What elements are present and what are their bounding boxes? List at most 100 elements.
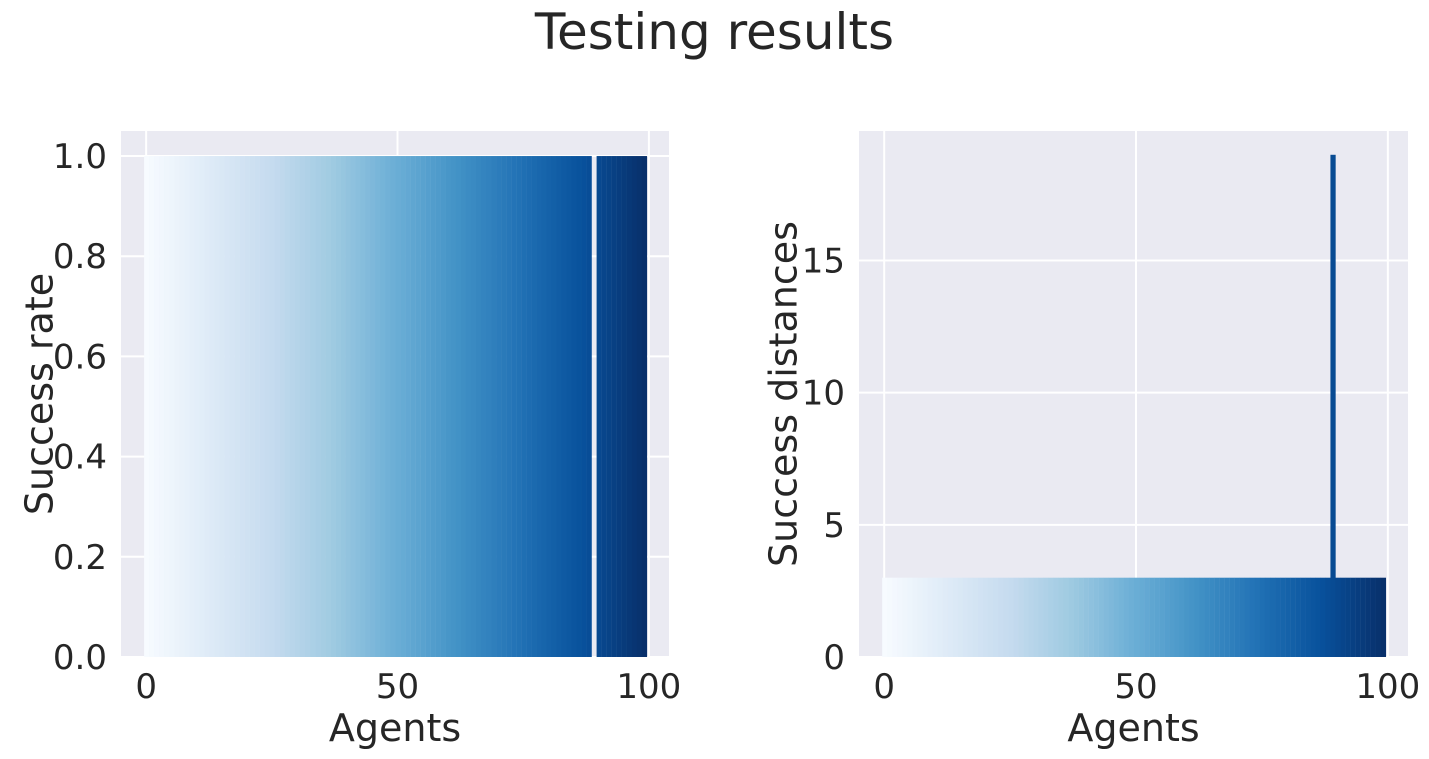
bar-agent-27 — [279, 156, 286, 658]
bar-agent-14 — [952, 577, 958, 657]
bar-agent-22 — [254, 156, 260, 658]
bar-agent-17 — [967, 577, 974, 657]
bar-agent-71 — [1239, 577, 1246, 657]
y-tick-label: 10 — [802, 374, 845, 414]
bar-agent-73 — [511, 156, 517, 658]
bar-agent-72 — [1244, 577, 1251, 657]
bar-agent-16 — [224, 156, 230, 658]
bar-agent-24 — [1003, 577, 1009, 657]
bar-agent-83 — [561, 156, 567, 658]
bar-agent-1 — [887, 577, 893, 657]
bar-agent-0 — [144, 156, 150, 658]
bar-agent-66 — [1214, 577, 1220, 657]
bar-agent-84 — [1305, 577, 1311, 657]
bar-agent-58 — [435, 156, 441, 658]
bar-agent-81 — [1290, 577, 1296, 657]
bar-agent-93 — [611, 156, 617, 658]
bar-agent-92 — [606, 156, 612, 658]
bar-agent-81 — [551, 156, 557, 658]
bar-agent-29 — [1028, 577, 1034, 657]
bar-agent-68 — [1224, 577, 1230, 657]
bar-agent-10 — [932, 577, 938, 657]
bar-agent-33 — [1048, 577, 1054, 657]
bar-agent-52 — [405, 156, 411, 658]
bar-agent-60 — [1184, 577, 1190, 657]
bar-agent-28 — [284, 156, 291, 658]
bar-agent-59 — [440, 156, 446, 658]
bar-agent-55 — [420, 156, 426, 658]
bar-agent-53 — [410, 156, 416, 658]
bar-agent-91 — [601, 156, 607, 658]
bar-agent-63 — [460, 156, 467, 658]
y-tick-label: 0.4 — [53, 438, 107, 478]
bar-agent-4 — [164, 156, 170, 658]
bar-agent-13 — [209, 156, 215, 658]
bar-agent-18 — [972, 577, 979, 657]
subplot-success-distances: 0 50 100 0 5 10 15 Agents Success distances — [762, 131, 1420, 750]
bar-agent-43 — [360, 156, 366, 658]
bar-agent-76 — [526, 156, 532, 658]
bar-agent-23 — [259, 156, 265, 658]
bar-agent-59 — [1179, 577, 1185, 657]
bar-agent-64 — [1204, 577, 1210, 657]
bar-agent-80 — [1285, 577, 1291, 657]
bar-agent-3 — [897, 577, 903, 657]
bar-agent-24 — [264, 156, 271, 658]
bar-agent-26 — [274, 156, 281, 658]
bar-agent-42 — [1093, 577, 1099, 657]
bar-agent-70 — [1234, 577, 1240, 657]
bar-agent-57 — [430, 156, 436, 658]
bar-agent-39 — [1078, 577, 1084, 657]
bar-agent-16 — [962, 577, 968, 657]
bar-agent-82 — [556, 156, 562, 658]
bar-agent-31 — [299, 156, 306, 658]
bar-agent-53 — [1149, 577, 1155, 657]
bar-agent-1 — [149, 156, 155, 658]
bar-agent-46 — [1113, 577, 1120, 657]
bar-agent-9 — [927, 577, 933, 657]
bar-agent-40 — [345, 156, 351, 658]
bar-agent-28 — [1023, 577, 1029, 657]
bar-agent-5 — [169, 156, 175, 658]
bar-agent-14 — [214, 156, 220, 658]
y-tick-label: 15 — [802, 242, 845, 282]
bar-agent-30 — [294, 156, 301, 658]
bar-agent-35 — [320, 156, 326, 658]
bar-agent-31 — [1038, 577, 1044, 657]
bar-agent-13 — [947, 577, 953, 657]
bar-agent-88 — [1325, 577, 1331, 657]
bar-agent-72 — [506, 156, 512, 658]
bar-agent-52 — [1144, 577, 1150, 657]
bar-agent-6 — [174, 156, 180, 658]
x-axis-label: Agents — [1067, 706, 1199, 750]
bar-agent-70 — [496, 156, 502, 658]
bar-agent-69 — [1229, 577, 1235, 657]
bar-agent-25 — [269, 156, 276, 658]
bar-agent-62 — [455, 156, 462, 658]
bar-agent-2 — [892, 577, 898, 657]
bar-agent-86 — [1315, 577, 1321, 657]
bar-agent-47 — [380, 156, 386, 658]
bar-agent-79 — [1280, 577, 1286, 657]
bar-agent-11 — [937, 577, 943, 657]
bar-agent-65 — [1209, 577, 1215, 657]
bar-agent-56 — [1164, 577, 1170, 657]
bar-agent-71 — [501, 156, 507, 658]
bar-agent-37 — [1068, 577, 1074, 657]
bar-agent-49 — [390, 156, 396, 658]
x-tick-label: 100 — [1355, 667, 1420, 707]
bar-agent-2 — [154, 156, 160, 658]
bar-agent-50 — [395, 156, 401, 658]
bar-agent-21 — [249, 156, 255, 658]
bar-agent-36 — [325, 156, 331, 658]
bar-agent-17 — [229, 156, 235, 658]
bar-agent-78 — [1275, 577, 1281, 657]
bar-agent-12 — [942, 577, 948, 657]
bar-agent-90 — [1335, 577, 1341, 657]
bar-agent-90 — [596, 156, 602, 658]
bar-agent-67 — [1219, 577, 1225, 657]
bar-agent-64 — [465, 156, 472, 658]
bar-agent-84 — [566, 156, 572, 658]
y-tick-label: 1.0 — [53, 137, 107, 177]
